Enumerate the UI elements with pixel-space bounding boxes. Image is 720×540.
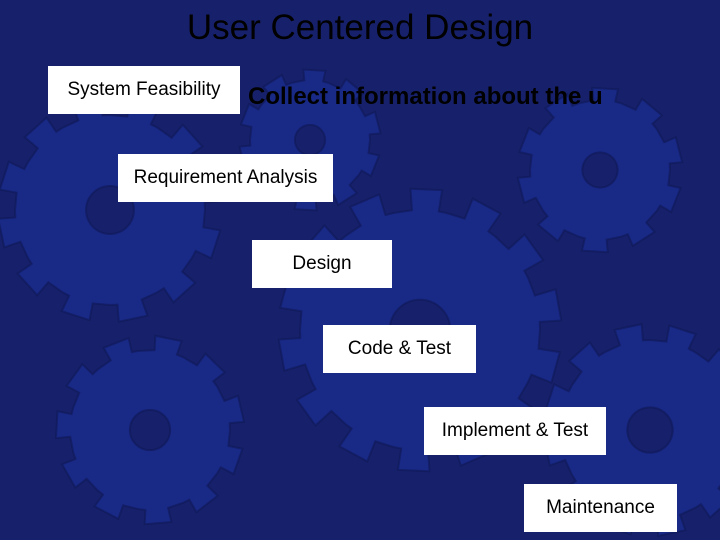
process-box-3: Design xyxy=(252,240,392,288)
process-box-label: Maintenance xyxy=(546,497,655,519)
process-box-1: System Feasibility xyxy=(48,66,240,114)
process-box-label: Code & Test xyxy=(348,338,451,360)
process-box-label: Design xyxy=(292,253,351,275)
slide-title: User Centered Design xyxy=(0,8,720,48)
process-box-label: Requirement Analysis xyxy=(134,167,318,189)
process-box-label: System Feasibility xyxy=(67,79,220,101)
process-box-4: Code & Test xyxy=(323,325,476,373)
slide: User Centered Design Collect information… xyxy=(0,0,720,540)
process-box-5: Implement & Test xyxy=(424,407,606,455)
slide-subtitle: Collect information about the u xyxy=(248,83,603,111)
process-box-6: Maintenance xyxy=(524,484,677,532)
process-box-label: Implement & Test xyxy=(442,420,588,442)
process-box-2: Requirement Analysis xyxy=(118,154,333,202)
